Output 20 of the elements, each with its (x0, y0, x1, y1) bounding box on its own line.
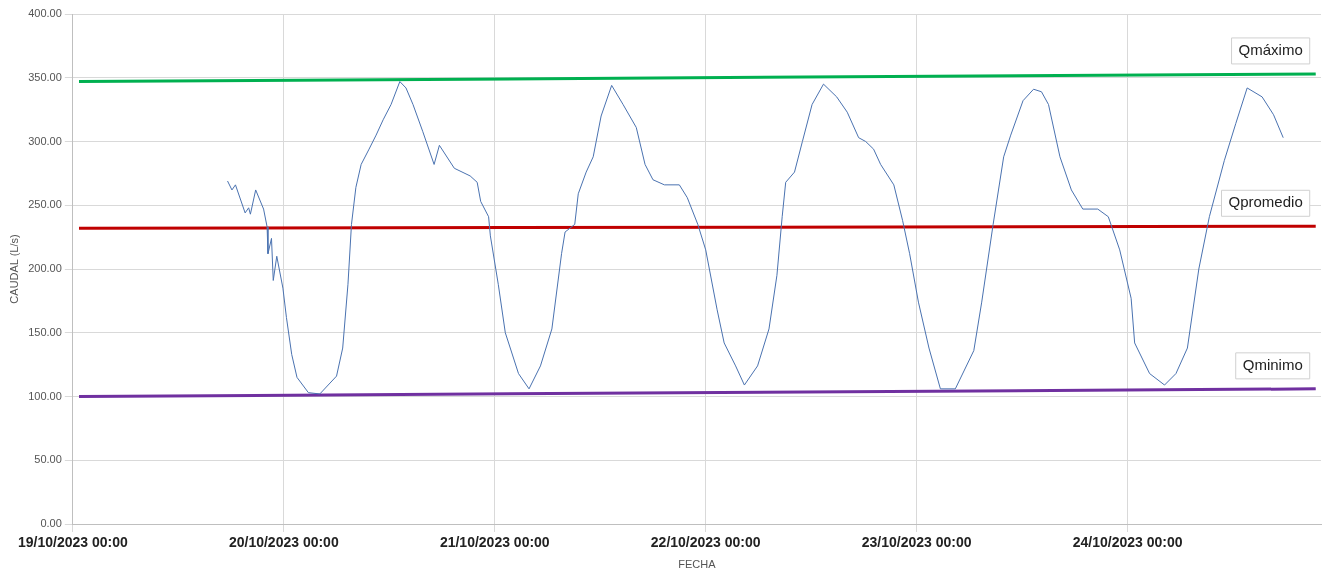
x-tick-label: 23/10/2023 00:00 (861, 534, 972, 551)
x-tick-label: 21/10/2023 00:00 (439, 534, 550, 551)
y-tick-label: 250.00 (28, 198, 62, 211)
y-tick-label: 350.00 (28, 70, 62, 83)
y-tick-label: 200.00 (28, 262, 62, 275)
y-tick-label: 300.00 (28, 134, 62, 147)
x-tick-label: 20/10/2023 00:00 (228, 534, 339, 551)
x-tick-label: 24/10/2023 00:00 (1072, 534, 1183, 551)
x-tick-label: 19/10/2023 00:00 (17, 534, 128, 551)
y-tick-label: 400.00 (28, 7, 62, 20)
y-tick-label: 50.00 (34, 453, 62, 466)
x-axis-title: FECHA (678, 558, 717, 571)
y-tick-label: 0.00 (40, 517, 62, 530)
y-tick-label: 100.00 (28, 389, 62, 402)
x-tick-label: 22/10/2023 00:00 (650, 534, 761, 551)
series-label: Qminimo (1242, 355, 1303, 373)
series-label: Qpromedio (1228, 193, 1303, 211)
y-axis-title: CAUDAL (L/s) (7, 234, 20, 304)
y-tick-label: 150.00 (28, 325, 62, 338)
series-label: Qmáximo (1238, 41, 1303, 59)
